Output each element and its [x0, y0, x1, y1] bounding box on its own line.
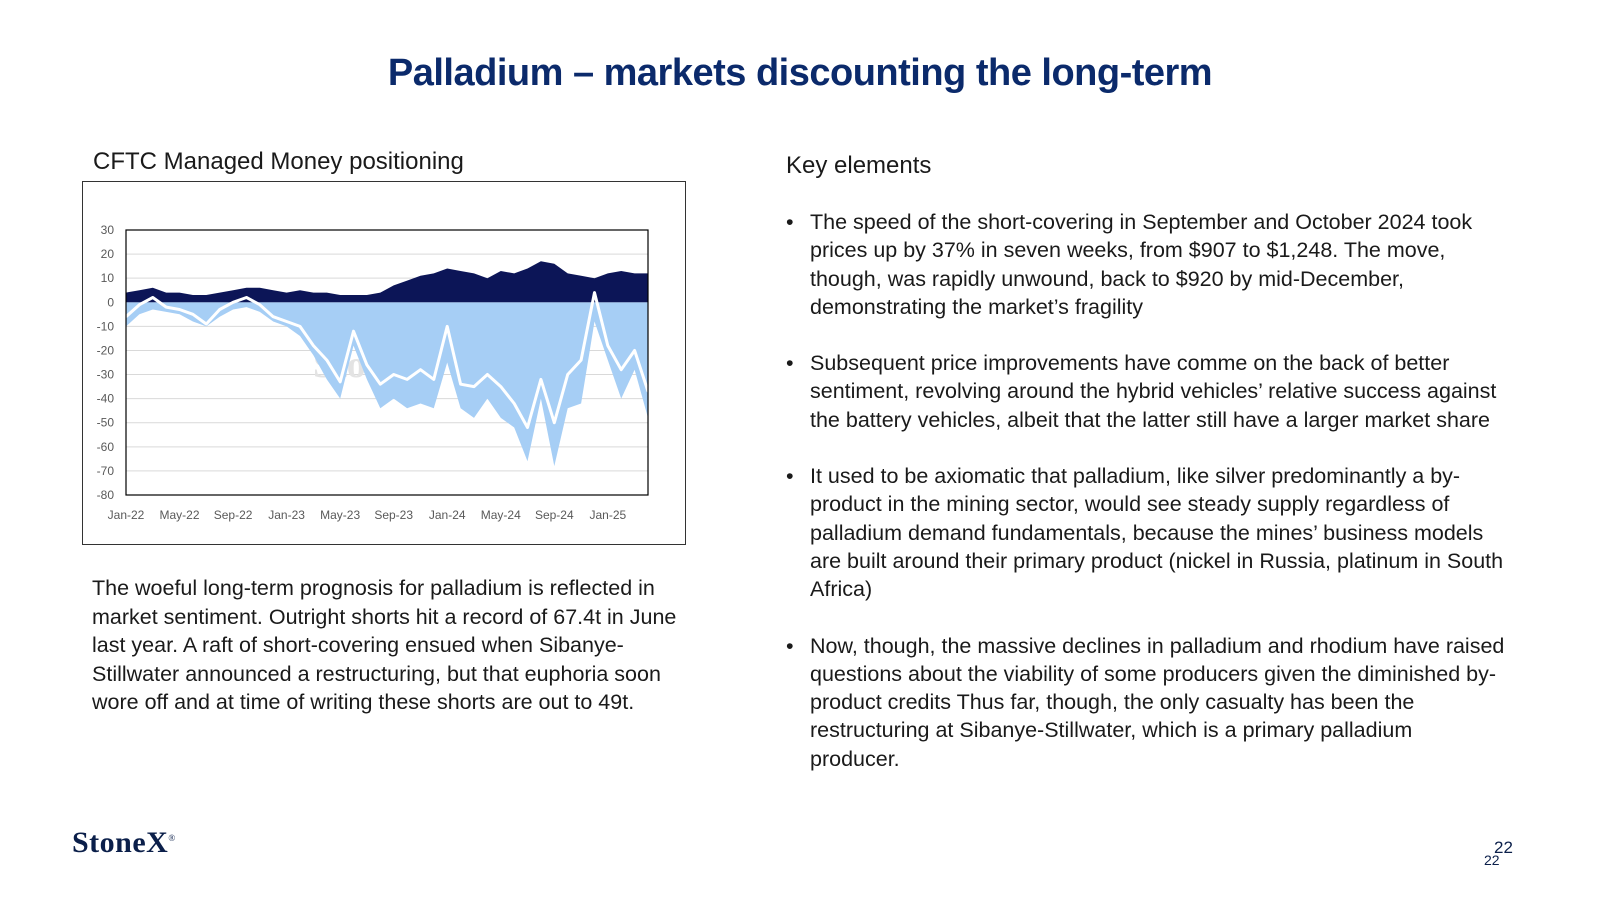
chart-commentary: The woeful long-term prognosis for palla… — [92, 576, 677, 714]
net-point — [620, 368, 623, 371]
y-tick-label: -20 — [97, 343, 115, 357]
net-point — [446, 325, 449, 328]
chart-heading: CFTC Managed Money positioning — [93, 148, 464, 175]
bullet-text: Now, though, the massive declines in pal… — [810, 633, 1505, 771]
net-point — [151, 296, 154, 299]
shorts-area — [126, 302, 648, 467]
logo-text: StoneX — [72, 826, 169, 859]
net-point — [339, 380, 342, 383]
net-point — [579, 358, 583, 362]
y-tick-label: 0 — [107, 295, 114, 309]
page-number: 22 — [1494, 838, 1513, 857]
y-tick-label: 30 — [101, 223, 115, 237]
x-tick-label: May-23 — [320, 508, 360, 522]
net-point — [365, 363, 369, 367]
x-tick-label: Jan-24 — [429, 508, 466, 522]
net-point — [606, 344, 609, 347]
y-tick-label: -10 — [97, 319, 115, 333]
key-elements-heading: Key elements — [786, 152, 932, 179]
net-point — [138, 303, 141, 306]
net-point — [165, 305, 168, 309]
logo-registered-mark: ® — [168, 833, 176, 843]
net-point — [513, 402, 516, 405]
bullet-item: • It used to be axiomatic that palladium,… — [786, 462, 1506, 603]
net-point — [472, 385, 476, 388]
stonex-logo: StoneX® — [72, 826, 176, 860]
x-tick-label: Jan-25 — [589, 508, 626, 522]
net-point — [298, 325, 302, 328]
bullet-text: It used to be axiomatic that palladium, … — [810, 464, 1504, 602]
net-point — [593, 291, 596, 294]
bullet-text: The speed of the short-covering in Septe… — [810, 210, 1473, 319]
y-tick-label: 10 — [101, 271, 115, 285]
net-point — [499, 385, 502, 388]
y-tick-label: -30 — [97, 368, 115, 382]
y-tick-label: 20 — [101, 247, 115, 261]
bullet-marker: • — [786, 464, 794, 489]
chart-frame: 30 20 10 0 -10 -20 -30 -40 -50 -60 -70 -80 Jan-22 May… — [82, 181, 686, 545]
net-point — [285, 320, 288, 323]
key-elements-list: • The speed of the short-covering in Sept… — [786, 208, 1506, 801]
y-tick-label: -70 — [97, 464, 115, 478]
net-point — [178, 308, 181, 311]
net-point — [218, 308, 221, 311]
bullet-item: • The speed of the short-covering in Sept… — [786, 208, 1506, 321]
x-tick-label: Jan-22 — [108, 508, 145, 522]
net-point — [405, 378, 409, 381]
net-point — [272, 315, 275, 318]
net-point — [191, 313, 195, 316]
slide-title: Palladium – markets discounting the long… — [387, 52, 1213, 94]
net-point — [325, 358, 328, 362]
y-tick-label: -40 — [97, 392, 115, 406]
x-tick-label: May-22 — [160, 508, 200, 522]
net-point — [231, 301, 235, 304]
cftc-positioning-chart: 30 20 10 0 -10 -20 -30 -40 -50 -60 -70 -80 Jan-22 May… — [97, 223, 650, 522]
page-number-footer: 22 — [1484, 852, 1500, 868]
net-point — [553, 421, 556, 424]
bullet-item: • Subsequent price improvements have comm… — [786, 349, 1506, 434]
x-tick-label: Sep-22 — [214, 508, 253, 522]
x-tick-label: Sep-23 — [374, 508, 413, 522]
y-tick-label: -60 — [97, 440, 115, 454]
net-point — [539, 378, 543, 381]
net-position-line — [124, 291, 650, 429]
net-point — [432, 378, 435, 381]
net-point — [633, 349, 636, 352]
bullet-item: • Now, though, the massive declines in pa… — [786, 632, 1506, 773]
y-tick-label: -50 — [97, 416, 115, 430]
x-tick-label: Sep-24 — [535, 508, 574, 522]
net-point — [566, 373, 569, 376]
net-point — [459, 383, 462, 386]
net-point — [312, 344, 315, 347]
x-tick-label: Jan-23 — [268, 508, 305, 522]
net-point — [392, 373, 395, 376]
y-tick-label: -80 — [97, 488, 115, 502]
net-point — [352, 330, 355, 333]
longs-area — [126, 261, 648, 303]
net-point — [205, 322, 208, 326]
net-point — [419, 368, 422, 371]
plot-area-border — [125, 229, 649, 496]
net-point — [245, 296, 248, 299]
net-point — [486, 373, 489, 376]
bullet-text: Subsequent price improvements have comme… — [810, 351, 1497, 432]
bullet-marker: • — [786, 210, 794, 234]
net-point — [526, 426, 529, 429]
bullet-marker: • — [786, 633, 794, 658]
x-tick-label: May-24 — [481, 508, 521, 522]
bullet-marker: • — [786, 351, 794, 376]
net-point — [379, 383, 382, 386]
net-point — [258, 303, 261, 306]
